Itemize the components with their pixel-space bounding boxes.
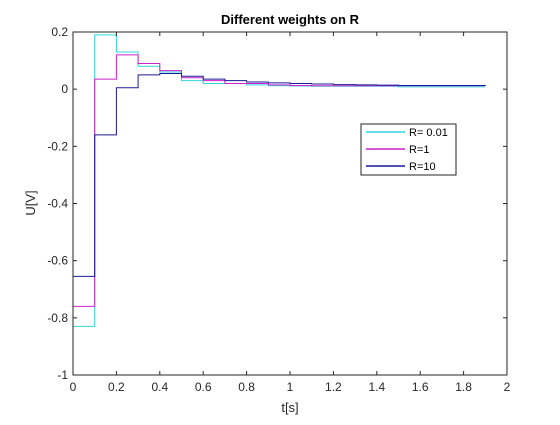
tick-layer: 0 0.2 0.4 0.6 0.8 1 1.2 1.4 1.6 1.8 2 -1 -0.8 -0.6 -0.… — [47, 25, 510, 394]
x-tick-label: 1.4 — [368, 380, 385, 394]
x-tick-label: 2 — [504, 380, 511, 394]
x-tick-label: 0.6 — [195, 380, 212, 394]
y-tick-label: 0.2 — [51, 25, 68, 39]
y-tick-label: -0.4 — [47, 197, 68, 211]
legend-label: R=10 — [409, 161, 436, 173]
legend: R= 0.01 R=1 R=10 — [360, 123, 457, 176]
x-tick-label: 0.2 — [108, 380, 125, 394]
x-tick-label: 1.2 — [325, 380, 342, 394]
legend-label: R=1 — [409, 144, 430, 156]
x-tick-label: 1.8 — [455, 380, 472, 394]
x-axis-label: t[s] — [281, 400, 298, 415]
series-line-r-10 — [73, 72, 486, 277]
series-line-r-0-01 — [73, 34, 486, 327]
x-tick-label: 0.4 — [151, 380, 168, 394]
legend-label: R= 0.01 — [409, 127, 448, 139]
y-tick-label: -0.6 — [47, 254, 68, 268]
series-layer — [73, 34, 486, 327]
x-tick-label: 0 — [70, 380, 77, 394]
x-tick-label: 1.6 — [412, 380, 429, 394]
y-tick-label: 0 — [61, 82, 68, 96]
plot-background — [73, 32, 507, 375]
y-axis-label: U[V] — [23, 190, 38, 215]
y-tick-label: -0.2 — [47, 139, 68, 153]
x-tick-label: 0.8 — [238, 380, 255, 394]
y-tick-label: -1 — [57, 368, 68, 382]
series-line-r-1 — [73, 54, 486, 307]
x-tick-label: 1 — [287, 380, 294, 394]
y-tick-label: -0.8 — [47, 311, 68, 325]
chart-title: Different weights on R — [221, 12, 360, 27]
